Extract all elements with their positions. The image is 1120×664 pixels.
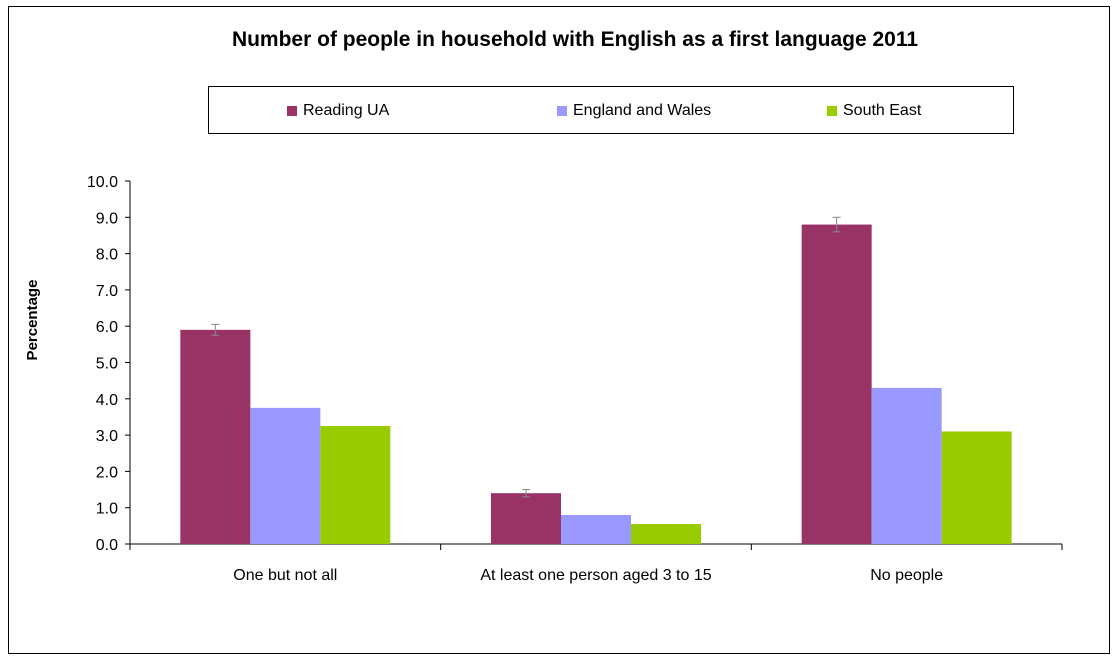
y-tick-label: 6.0	[96, 319, 118, 336]
y-tick-label: 10.0	[87, 174, 118, 191]
y-tick-label: 9.0	[96, 210, 118, 227]
y-tick-label: 7.0	[96, 283, 118, 300]
bar	[941, 431, 1012, 544]
bar	[491, 493, 561, 544]
bar	[250, 407, 321, 544]
y-tick-label: 8.0	[96, 247, 118, 264]
x-category-label: At least one person aged 3 to 15	[480, 567, 711, 584]
bar	[320, 426, 391, 544]
y-tick-label: 2.0	[96, 464, 118, 481]
legend-item-england-wales: England and Wales	[557, 101, 711, 121]
bar	[561, 514, 631, 544]
y-tick-label: 1.0	[96, 501, 118, 518]
legend-label-reading: Reading UA	[303, 102, 390, 119]
legend-label-england-wales: England and Wales	[573, 102, 712, 119]
y-tick-label: 3.0	[96, 428, 118, 445]
x-category-label: No people	[870, 567, 943, 584]
bar	[631, 524, 701, 544]
legend-item-south-east: South East	[827, 101, 921, 121]
y-tick-label: 4.0	[96, 392, 118, 409]
y-tick-label: 0.0	[96, 537, 118, 554]
chart-title: Number of people in household with Engli…	[231, 28, 919, 51]
bar	[801, 224, 872, 544]
legend-label-south-east: South East	[843, 102, 922, 119]
legend-swatch-reading	[287, 106, 297, 116]
legend: Reading UA England and Wales South East	[208, 86, 1014, 134]
legend-swatch-south-east	[827, 106, 837, 116]
x-category-label: One but not all	[233, 567, 337, 584]
legend-swatch-england-wales	[557, 106, 567, 116]
legend-item-reading: Reading UA	[287, 101, 389, 121]
y-tick-label: 5.0	[96, 356, 118, 373]
bar	[180, 329, 251, 544]
bar	[871, 387, 942, 544]
